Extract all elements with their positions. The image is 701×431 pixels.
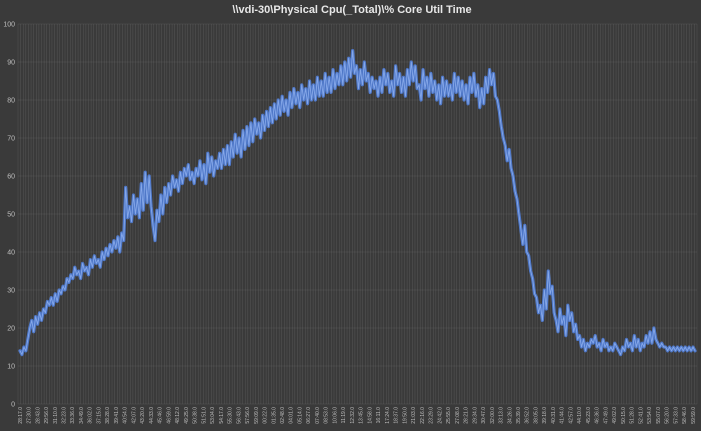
x-tick-label: 47:49.0 (603, 407, 609, 424)
x-tick-label: 18:37.0 (394, 407, 400, 424)
x-tick-label: 31:10.0 (53, 407, 59, 424)
x-tick-label: 57:33.0 (673, 407, 679, 424)
x-tick-label: 21:03.0 (411, 407, 417, 424)
x-tick-label: 33:13.0 (499, 407, 505, 424)
x-tick-label: 49:02.0 (612, 407, 618, 424)
x-tick-label: 45:23.0 (586, 407, 592, 424)
x-tick-label: 24:42.0 (437, 407, 443, 424)
x-tick-label: 02:48.0 (280, 407, 286, 424)
x-tick-label: 58:46.0 (682, 407, 688, 424)
x-tick-label: 34:49.0 (79, 407, 85, 424)
x-tick-label: 29:34.0 (472, 407, 478, 424)
x-tick-label: 05:14.0 (298, 407, 304, 424)
x-tick-label: 49:25.0 (184, 407, 190, 424)
x-tick-label: 32:23.0 (61, 407, 67, 424)
y-tick-label: 50 (7, 212, 15, 219)
x-tick-label: 38:28.0 (105, 407, 111, 424)
x-tick-label: 56:43.0 (236, 407, 242, 424)
y-tick-label: 100 (3, 22, 15, 29)
x-tick-label: 59:59.0 (691, 407, 697, 424)
x-tick-label: 36:02.0 (88, 407, 94, 424)
y-tick-label: 10 (7, 364, 15, 371)
y-tick-label: 0 (11, 402, 15, 409)
x-tick-label: 40:31.0 (551, 407, 557, 424)
x-tick-label: 00:22.0 (263, 407, 269, 424)
x-tick-label: 04:01.0 (289, 407, 295, 424)
y-tick-label: 30 (7, 288, 15, 295)
y-tick-label: 60 (7, 174, 15, 181)
x-tick-label: 10:06.0 (332, 407, 338, 424)
x-tick-label: 13:45.0 (359, 407, 365, 424)
x-tick-label: 42:07.0 (131, 407, 137, 424)
x-tick-label: 51:28.0 (630, 407, 636, 424)
x-tick-label: 28:21.0 (464, 407, 470, 424)
x-tick-label: 44:10.0 (577, 407, 583, 424)
x-tick-label: 55:30.0 (228, 407, 234, 424)
x-tick-label: 53:04.0 (210, 407, 216, 424)
y-tick-label: 20 (7, 326, 15, 333)
x-tick-label: 30:47.0 (481, 407, 487, 424)
x-tick-label: 39:41.0 (114, 407, 120, 424)
x-tick-label: 34:26.0 (507, 407, 513, 424)
x-tick-label: 56:20.0 (665, 407, 671, 424)
x-tick-label: 40:54.0 (123, 407, 129, 424)
x-tick-label: 41:44.0 (560, 407, 566, 424)
x-tick-label: 39:18.0 (542, 407, 548, 424)
x-tick-label: 33:36.0 (70, 407, 76, 424)
x-tick-label: 45:46.0 (158, 407, 164, 424)
x-tick-label: 22:16.0 (420, 407, 426, 424)
x-tick-label: 52:41.0 (638, 407, 644, 424)
x-tick-label: 37:15.0 (96, 407, 102, 424)
chart-title: \\vdi-30\Physical Cpu(_Total)\% Core Uti… (232, 4, 471, 16)
x-tick-label: 23:29.0 (429, 407, 435, 424)
x-tick-label: 51:51.0 (201, 407, 207, 424)
x-tick-label: 28:43.0 (35, 407, 41, 424)
x-tick-label: 16:11.0 (376, 407, 382, 424)
x-tick-label: 06:27.0 (306, 407, 312, 424)
x-tick-label: 19:50.0 (402, 407, 408, 424)
x-tick-label: 59:09.0 (254, 407, 260, 424)
x-tick-label: 08:53.0 (324, 407, 330, 424)
x-axis: 28:17.0 27:30.0 28:43.0 29:56.0 31:10.0 32:23… (18, 407, 697, 424)
y-tick-label: 90 (7, 60, 15, 67)
x-tick-label: 38:05.0 (534, 407, 540, 424)
plot-area (18, 48, 697, 357)
y-tick-label: 40 (7, 250, 15, 257)
x-tick-label: 50:15.0 (621, 407, 627, 424)
x-tick-label: 17:24.0 (385, 407, 391, 424)
x-tick-label: 27:30.0 (26, 407, 32, 424)
x-tick-label: 27:08.0 (455, 407, 461, 424)
x-tick-label: 57:56.0 (245, 407, 251, 424)
y-tick-label: 80 (7, 98, 15, 105)
x-tick-label: 32:00.0 (490, 407, 496, 424)
x-tick-label: 42:57.0 (568, 407, 574, 424)
x-tick-label: 46:36.0 (595, 407, 601, 424)
x-tick-label: 01:35.0 (271, 407, 277, 424)
x-tick-label: 29:56.0 (44, 407, 50, 424)
y-axis: 0 10 20 30 40 50 60 70 80 90 100 (3, 22, 15, 409)
x-tick-label: 14:58.0 (367, 407, 373, 424)
x-tick-label: 55:07.0 (656, 407, 662, 424)
x-tick-label: 12:32.0 (350, 407, 356, 424)
x-tick-label: 53:54.0 (647, 407, 653, 424)
x-tick-label: 28:17.0 (18, 407, 24, 424)
x-tick-label: 46:59.0 (166, 407, 172, 424)
x-tick-label: 48:12.0 (175, 407, 181, 424)
x-tick-label: 44:33.0 (149, 407, 155, 424)
x-tick-label: 35:39.0 (516, 407, 522, 424)
x-tick-label: 43:20.0 (140, 407, 146, 424)
y-tick-label: 70 (7, 136, 15, 143)
x-tick-label: 50:38.0 (193, 407, 199, 424)
cpu-series-highlight (19, 50, 696, 356)
x-tick-label: 54:17.0 (219, 407, 225, 424)
x-tick-label: 11:19.0 (341, 407, 347, 424)
x-tick-label: 07:40.0 (315, 407, 321, 424)
x-tick-label: 25:55.0 (446, 407, 452, 424)
x-tick-label: 36:52.0 (525, 407, 531, 424)
